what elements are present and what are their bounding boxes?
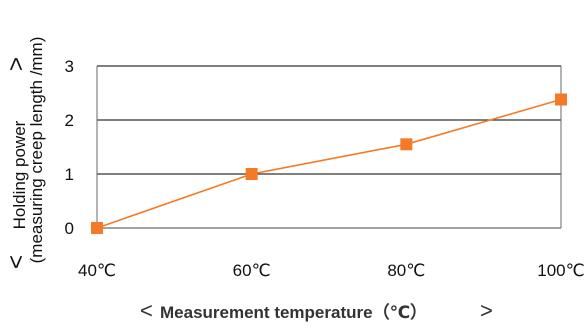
data-point-marker — [245, 168, 258, 180]
gridlines — [97, 65, 561, 175]
x-tick-label: 40℃ — [78, 261, 116, 280]
y-label-line2: (measuring creep length /mm) — [27, 37, 46, 264]
x-label-text: Measurement temperature（℃） — [160, 302, 427, 322]
y-tick-label: 1 — [65, 165, 74, 184]
x-tick-label: 100℃ — [537, 261, 584, 280]
x-tick-labels: 40℃ 60℃ 80℃ 100℃ — [78, 261, 584, 280]
x-tick-label: 80℃ — [387, 261, 425, 280]
y-tick-label: 0 — [65, 219, 74, 238]
series-line — [91, 93, 567, 234]
data-point-marker — [91, 222, 103, 234]
x-axis-label: < Measurement temperature（℃） > — [140, 298, 493, 323]
y-tick-labels: 0 1 2 3 — [65, 57, 74, 238]
x-label-bracket-left: < — [140, 298, 153, 323]
y-label-bracket-right: > — [3, 57, 30, 71]
y-axis-label: < Holding power (measuring creep length … — [3, 37, 46, 269]
data-point-marker — [400, 138, 413, 151]
y-label-line1: Holding power — [10, 120, 29, 229]
x-label-bracket-right: > — [480, 298, 493, 323]
y-label-bracket-left: < — [3, 255, 30, 269]
x-tick-label: 60℃ — [233, 261, 271, 280]
series-polyline — [96, 98, 562, 229]
y-tick-label: 2 — [65, 111, 74, 130]
axes — [96, 66, 562, 229]
y-tick-label: 3 — [65, 57, 74, 76]
data-point-marker — [555, 93, 567, 106]
